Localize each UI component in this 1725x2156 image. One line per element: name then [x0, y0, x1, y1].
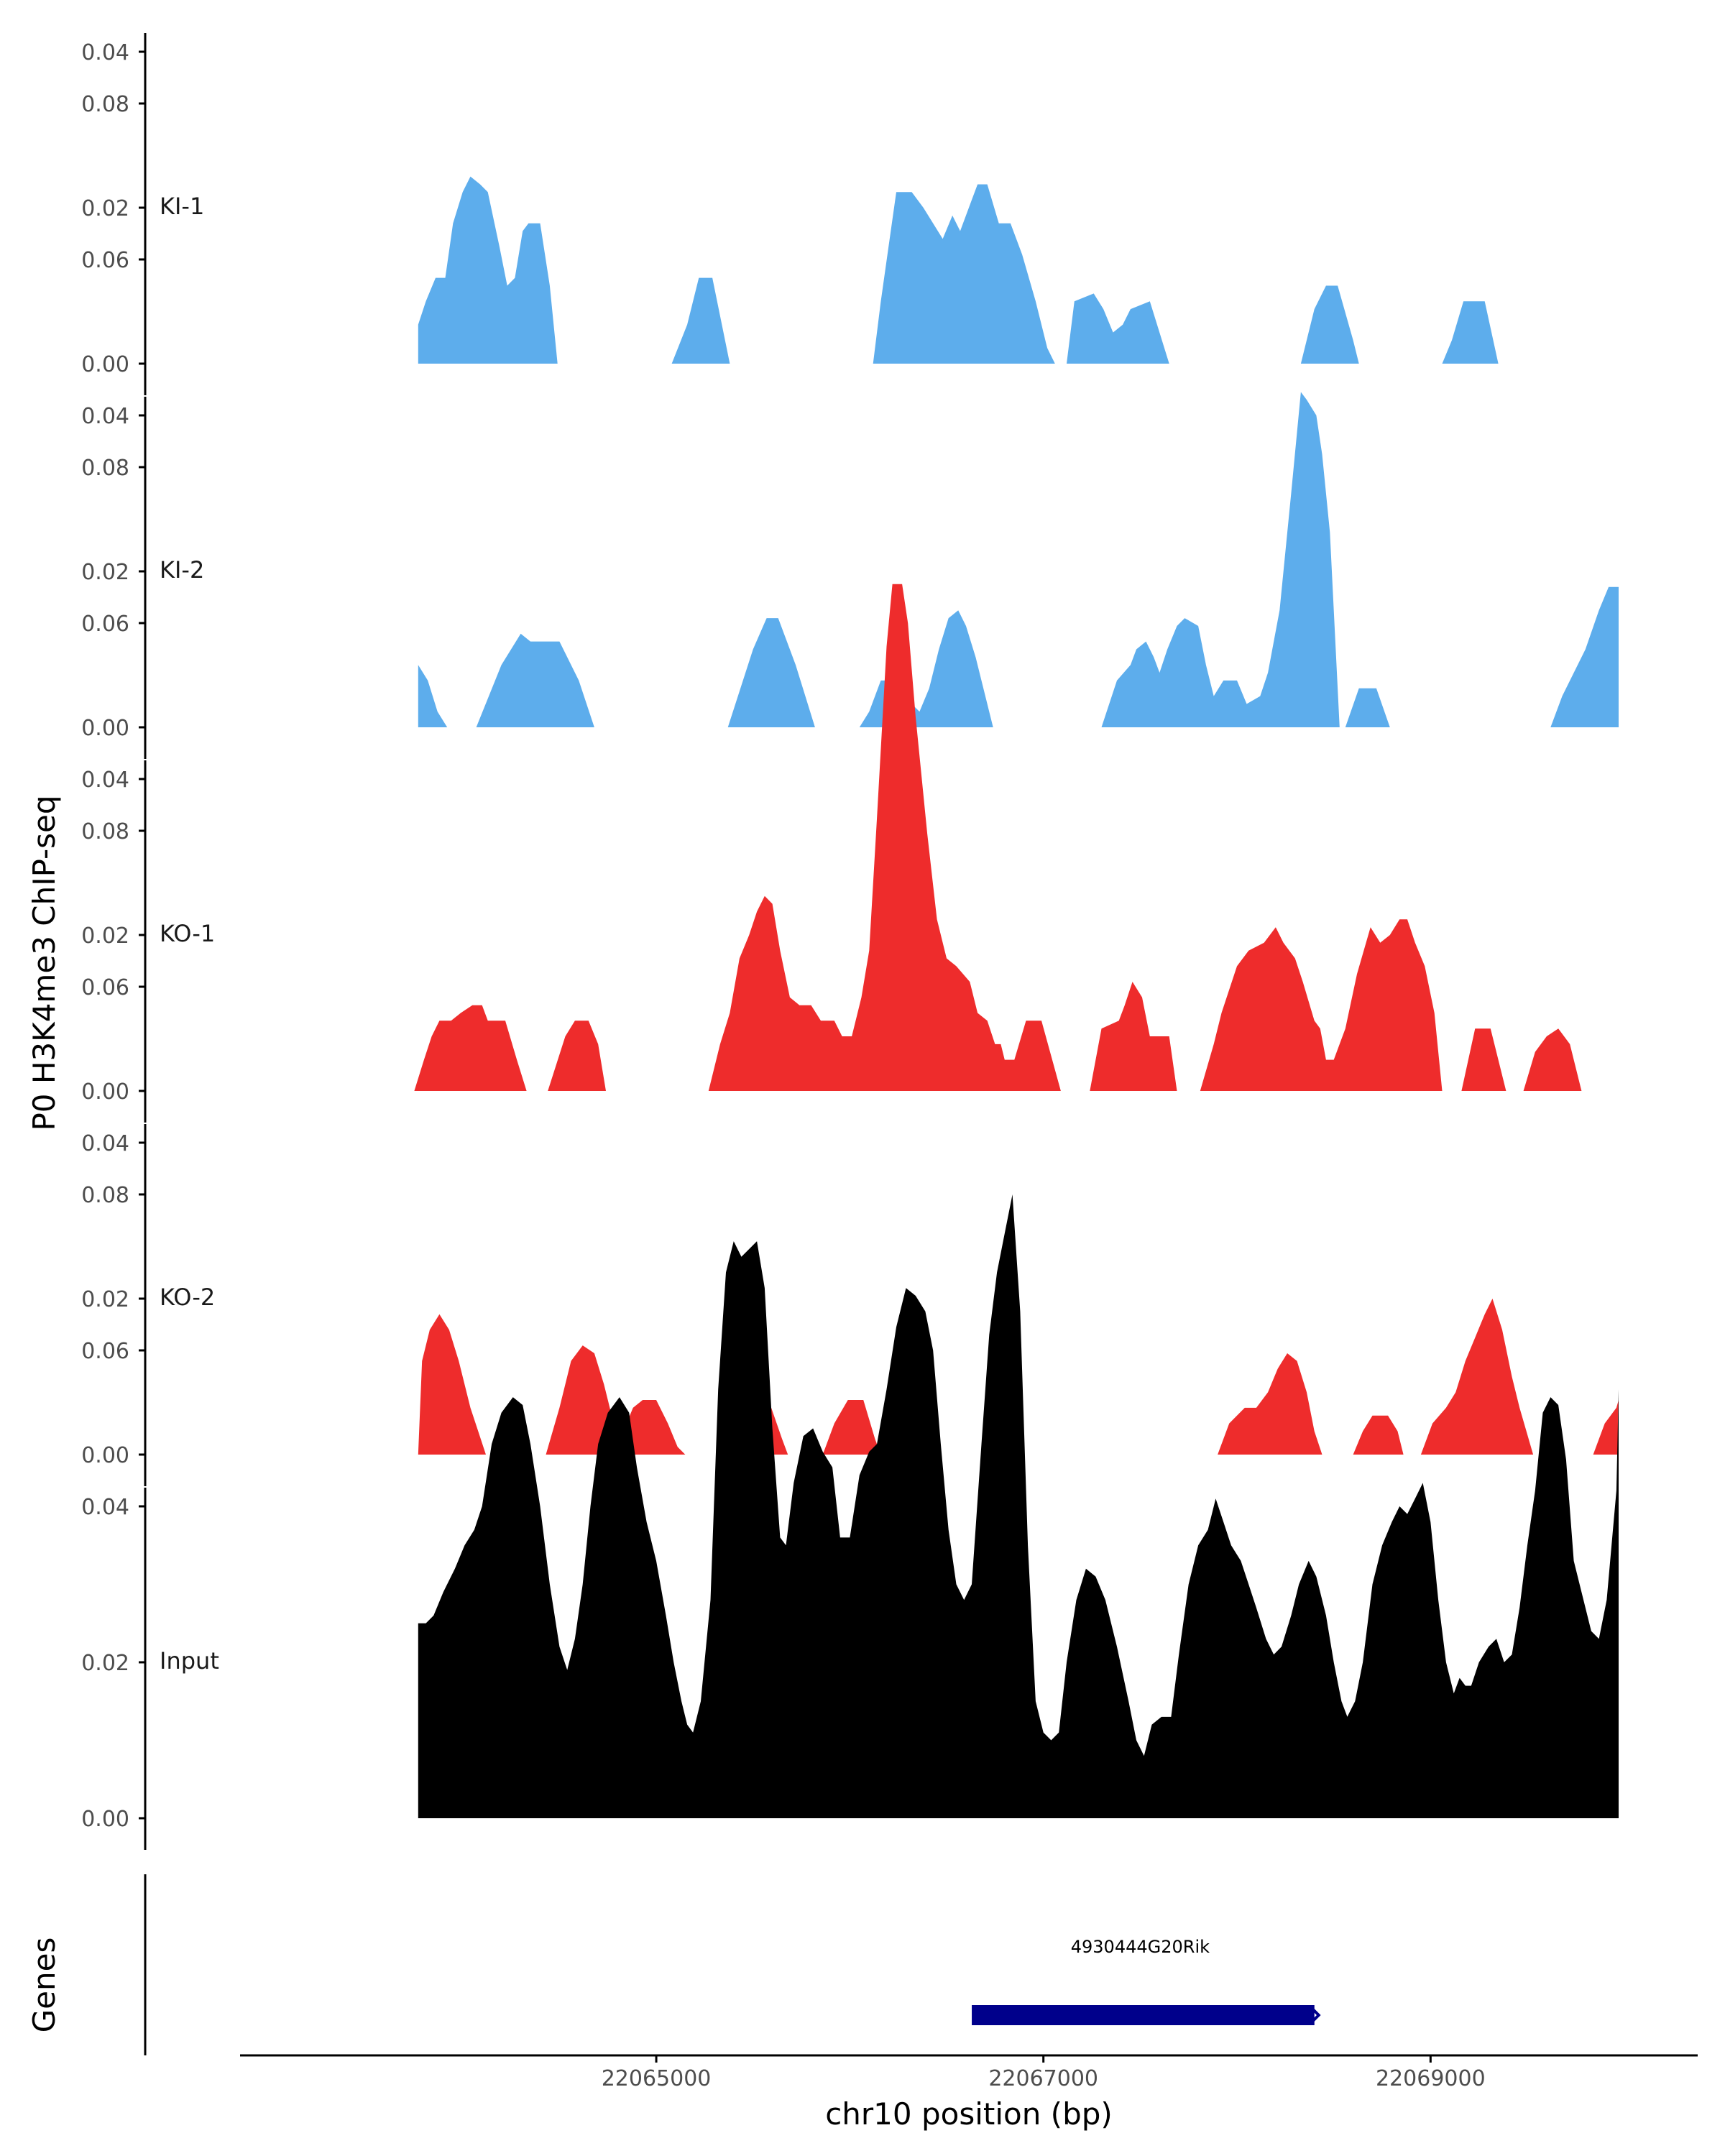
y-tick-label: 0.08	[81, 819, 129, 844]
track-label-input: Input	[160, 1647, 219, 1674]
signal-area-ki-1	[418, 176, 1499, 364]
track-label-ko-1: KO-1	[160, 920, 215, 947]
y-tick-label: 0.06	[81, 248, 129, 273]
y-tick-label: 0.08	[81, 1183, 129, 1208]
gene-strand-marker	[1309, 2005, 1321, 2025]
gene-body	[972, 2005, 1315, 2025]
track-panel-input: 0.00 0.02 0.04 0.06 0.08 Input	[81, 1183, 1619, 1850]
signal-area-ko-1	[414, 584, 1582, 1091]
y-tick-label: 0.00	[81, 1443, 129, 1468]
y-tick-label: 0.06	[81, 612, 129, 637]
y-tick-label: 0.02	[81, 196, 129, 221]
x-axis-title: chr10 position (bp)	[825, 2096, 1113, 2132]
y-tick-label: 0.00	[81, 716, 129, 741]
genes-axis-title: Genes	[27, 1938, 62, 2033]
track-label-ko-2: KO-2	[160, 1284, 215, 1311]
y-tick-label: 0.08	[81, 456, 129, 481]
y-tick-label: 0.06	[81, 1339, 129, 1364]
track-panel-ko-2: 0.00 0.02 0.04 0.06 0.08 KO-2	[81, 819, 1619, 1486]
x-tick-label: 22065000	[602, 2066, 712, 2091]
y-axis-title: P0 H3K4me3 ChIP-seq	[27, 795, 62, 1130]
signal-area-ki-2	[418, 392, 1619, 727]
y-tick-label: 0.06	[81, 975, 129, 1000]
y-tick-label: 0.02	[81, 560, 129, 585]
y-tick-label: 0.04	[81, 40, 129, 65]
gene-label: 4930444G20Rik	[1071, 1937, 1210, 1957]
y-tick-label: 0.00	[81, 1079, 129, 1105]
signal-area-input	[418, 1194, 1619, 1818]
y-tick-label: 0.08	[81, 92, 129, 117]
track-panel-ko-1: 0.00 0.02 0.04 0.06 0.08 KO-1	[81, 456, 1582, 1123]
y-tick-label: 0.00	[81, 352, 129, 377]
y-tick-label: 0.04	[81, 768, 129, 793]
y-tick-label: 0.04	[81, 404, 129, 429]
y-tick-label: 0.00	[81, 1807, 129, 1832]
track-panel-ki-2: 0.00 0.02 0.04 0.06 0.08 KI-2	[81, 92, 1619, 759]
x-axis: chr10 position (bp) 22065000 22067000 2206…	[240, 2054, 1698, 2132]
x-tick-label: 22069000	[1376, 2066, 1486, 2091]
gene-4930444g20rik: 4930444G20Rik	[972, 1937, 1321, 2025]
track-panel-ki-1: 0.00 0.02 0.04 0.06 0.08 KI-1	[81, 33, 1499, 395]
genes-panel: Genes 4930444G20Rik	[27, 1874, 1321, 2055]
tracks-layer: 0.00 0.02 0.04 0.06 0.08 KI-1 0.00 0.02 0.04 0.06…	[81, 33, 1619, 1850]
y-tick-label: 0.02	[81, 923, 129, 949]
y-tick-label: 0.04	[81, 1131, 129, 1156]
y-tick-label: 0.02	[81, 1651, 129, 1676]
track-label-ki-2: KI-2	[160, 556, 204, 584]
signal-area-ko-2	[418, 1299, 1619, 1455]
track-label-ki-1: KI-1	[160, 193, 204, 220]
x-tick-label: 22067000	[988, 2066, 1098, 2091]
y-tick-label: 0.04	[81, 1495, 129, 1520]
y-tick-label: 0.02	[81, 1287, 129, 1312]
